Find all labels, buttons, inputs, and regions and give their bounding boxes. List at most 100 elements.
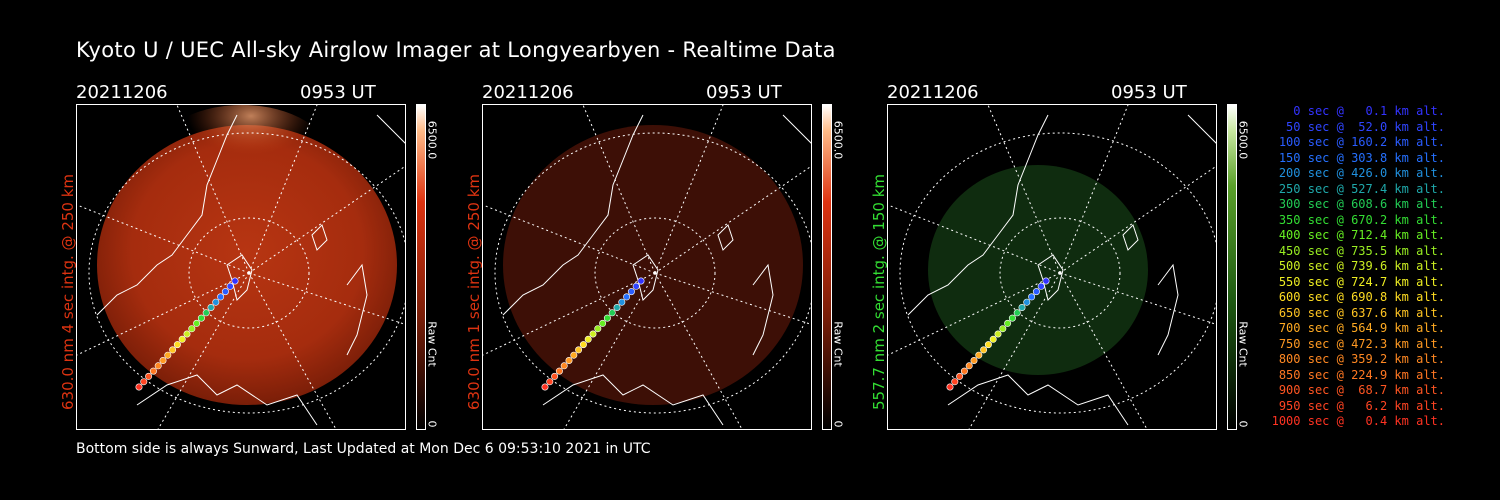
trajectory-point [608, 309, 616, 317]
airglow-image [887, 104, 1217, 430]
trajectory-point [1037, 282, 1045, 290]
panel-ylabel: 630.0 nm 4 sec intg. @ 250 km [59, 173, 77, 411]
trajectory-point [226, 282, 234, 290]
trajectory [946, 277, 1050, 391]
trajectory-point [618, 298, 626, 306]
legend-row: 950 sec @ 6.2 km alt. [1278, 398, 1445, 413]
trajectory-point [555, 367, 563, 375]
panel-date: 20211206 [887, 82, 979, 103]
airglow-emission [928, 165, 1148, 375]
page-title: Kyoto U / UEC All-sky Airglow Imager at … [76, 38, 836, 62]
legend-row: 100 sec @ 160.2 km alt. [1278, 135, 1445, 149]
trajectory-point [173, 341, 181, 349]
trajectory-point [546, 378, 554, 386]
trajectory-point [956, 372, 964, 380]
panel-630nm-1sec: 20211206 0953 UT 630.0 nm 1 sec intg. @ … [465, 82, 882, 432]
legend-row: 450 sec @ 735.5 km alt. [1278, 243, 1445, 258]
airglow-brightening [152, 105, 332, 215]
panel-time: 0953 UT [300, 82, 376, 103]
trajectory-point [183, 330, 191, 338]
trajectory-point [579, 341, 587, 349]
trajectory [135, 277, 239, 391]
colorbar [822, 104, 832, 430]
trajectory-point [589, 330, 597, 338]
trajectory-point [560, 362, 568, 370]
trajectory-point [135, 383, 143, 391]
trajectory-point [989, 335, 997, 343]
trajectory-point [1032, 288, 1040, 296]
legend-row: 1000 sec @ 0.4 km alt. [1271, 414, 1445, 428]
trajectory-point [551, 372, 559, 380]
trajectory-point [1023, 298, 1031, 306]
trajectory-point [570, 351, 578, 359]
colorbar-min: 0 [831, 420, 845, 428]
panel-ylabel: 557.7 nm 2 sec intg. @ 150 km [870, 173, 888, 411]
trajectory-point [603, 314, 611, 322]
legend-row: 250 sec @ 527.4 km alt. [1278, 181, 1445, 196]
legend-row: 500 sec @ 739.6 km alt. [1278, 259, 1445, 273]
colorbar-max: 6500.0 [425, 120, 439, 160]
trajectory-point [975, 351, 983, 359]
legend-row: 850 sec @ 224.9 km alt. [1278, 367, 1445, 382]
trajectory-point [1008, 314, 1016, 322]
trajectory-point [613, 304, 621, 312]
trajectory-point [221, 288, 229, 296]
trajectory-point [627, 288, 635, 296]
trajectory-point [999, 325, 1007, 333]
trajectory-point [1013, 309, 1021, 317]
legend-row: 900 sec @ 68.7 km alt. [1278, 383, 1445, 397]
trajectory-point [984, 341, 992, 349]
trajectory-point [970, 357, 978, 365]
colorbar [1227, 104, 1237, 430]
trajectory-point [212, 298, 220, 306]
colorbar-label: Raw Cnt [425, 321, 439, 367]
trajectory-point [159, 357, 167, 365]
legend-row: 750 sec @ 472.3 km alt. [1278, 336, 1445, 351]
trajectory-point [594, 325, 602, 333]
legend-row: 50 sec @ 52.0 km alt. [1286, 119, 1445, 134]
trajectory-point [584, 335, 592, 343]
trajectory-point [207, 304, 215, 312]
coastlines [907, 114, 1216, 426]
legend-row: 350 sec @ 670.2 km alt. [1278, 212, 1445, 227]
trajectory-point [565, 357, 573, 365]
coastlines [502, 114, 811, 426]
trajectory-point [140, 378, 148, 386]
trajectory-legend: 0 sec @ 0.1 km alt. 50 sec @ 52.0 km alt.… [1240, 104, 1445, 430]
trajectory-point [149, 367, 157, 375]
trajectory-point [164, 351, 172, 359]
trajectory [541, 277, 645, 391]
legend-row: 800 sec @ 359.2 km alt. [1278, 352, 1445, 366]
trajectory-point [217, 293, 225, 301]
trajectory-point [575, 346, 583, 354]
trajectory-point [231, 277, 239, 285]
trajectory-point [599, 319, 607, 327]
trajectory-point [980, 346, 988, 354]
airglow-emission [503, 125, 803, 405]
trajectory-point [946, 383, 954, 391]
trajectory-point [637, 277, 645, 285]
panel-date: 20211206 [76, 82, 168, 103]
trajectory-point [632, 282, 640, 290]
panel-date: 20211206 [482, 82, 574, 103]
trajectory-point [154, 362, 162, 370]
panel-557nm-2sec: 20211206 0953 UT 557.7 nm 2 sec intg. @ … [870, 82, 1287, 432]
map-grid [888, 105, 1216, 429]
airglow-image [76, 104, 406, 430]
trajectory-point [178, 335, 186, 343]
trajectory-point [994, 330, 1002, 338]
trajectory-point [965, 362, 973, 370]
coastlines [96, 114, 405, 426]
airglow-image [482, 104, 812, 430]
trajectory-point [623, 293, 631, 301]
panel-ylabel: 630.0 nm 1 sec intg. @ 250 km [465, 173, 483, 411]
legend-row: 700 sec @ 564.9 km alt. [1278, 321, 1445, 335]
colorbar-max: 6500.0 [831, 120, 845, 160]
trajectory-point [145, 372, 153, 380]
legend-row: 650 sec @ 637.6 km alt. [1278, 305, 1445, 320]
legend-row: 0 sec @ 0.1 km alt. [1293, 104, 1445, 118]
trajectory-point [1042, 277, 1050, 285]
trajectory-point [193, 319, 201, 327]
colorbar [416, 104, 426, 430]
legend-row: 600 sec @ 690.8 km alt. [1278, 290, 1445, 304]
